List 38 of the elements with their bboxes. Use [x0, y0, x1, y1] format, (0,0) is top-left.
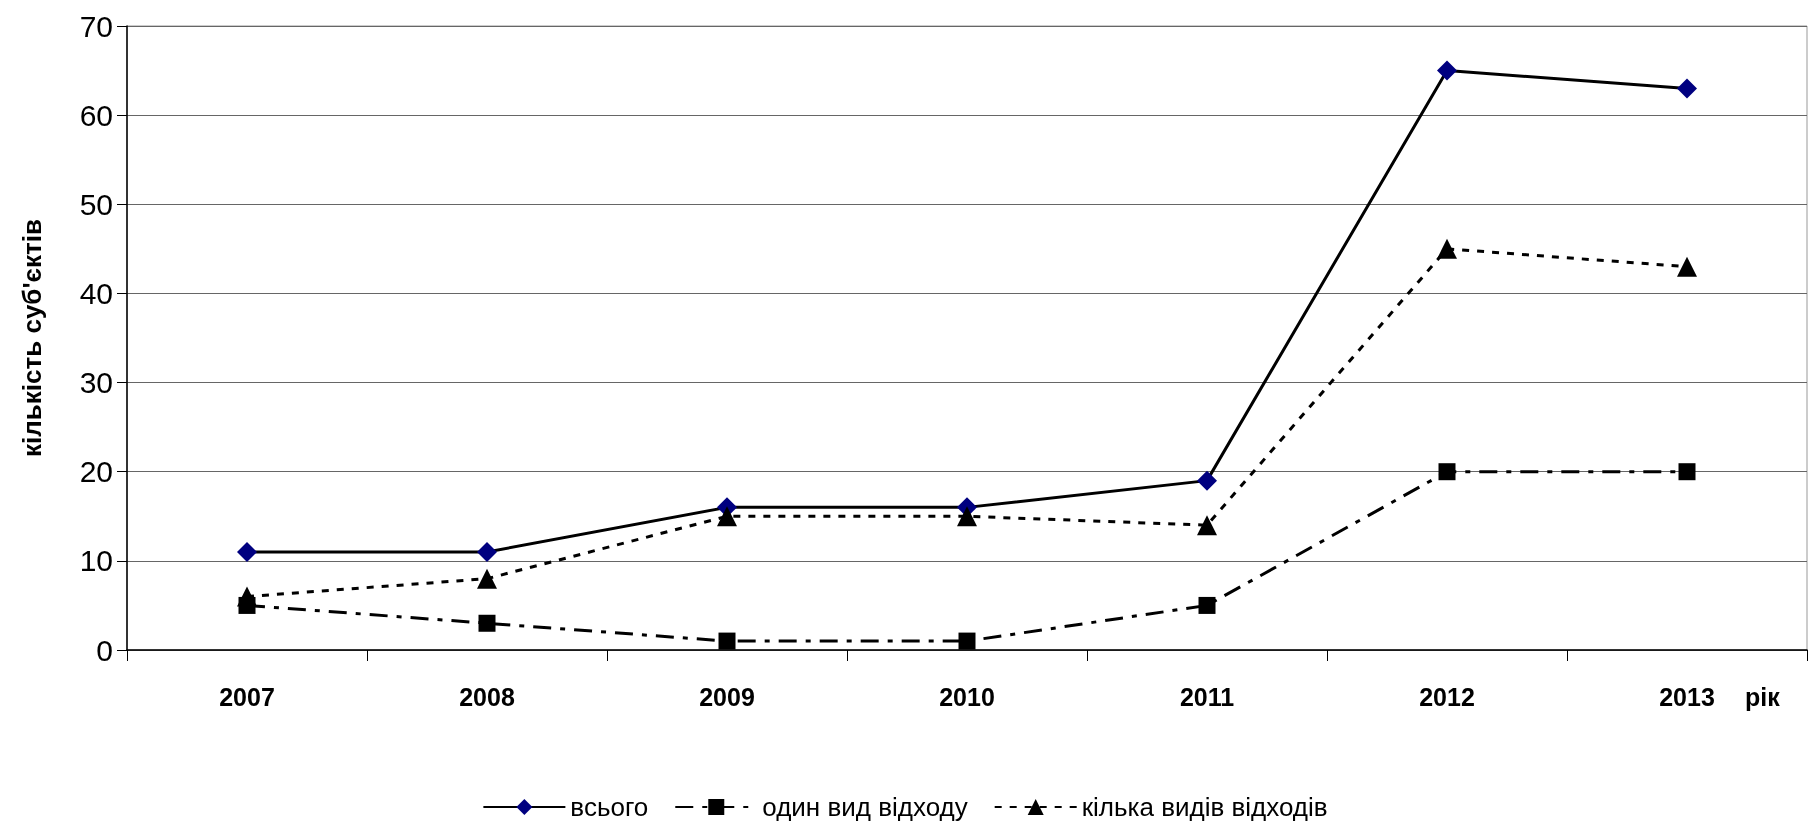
x-tick-label: 2013: [1659, 682, 1715, 711]
point: [1678, 463, 1696, 481]
point: [477, 568, 497, 589]
x-tick-label: 2009: [699, 682, 755, 711]
point: [1438, 463, 1456, 481]
x-tick-label: 2007: [219, 682, 275, 711]
y-tick-label: 40: [79, 276, 113, 310]
y-tick-label: 0: [96, 633, 113, 667]
point: [237, 541, 257, 562]
point: [477, 541, 497, 562]
legend-label: один вид відходу: [762, 792, 968, 822]
y-tick-label: 60: [79, 98, 113, 132]
y-tick-label: 10: [79, 544, 113, 578]
point: [237, 586, 257, 607]
x-tick-label: 2012: [1419, 682, 1475, 711]
point: [958, 632, 976, 650]
point: [1677, 256, 1697, 277]
x-axis-title: рік: [1745, 682, 1781, 711]
point: [478, 614, 496, 632]
point: [1197, 515, 1217, 536]
point: [1677, 78, 1697, 99]
x-tick-label: 2010: [939, 682, 995, 711]
point: [717, 506, 737, 527]
point: [957, 506, 977, 527]
x-tick-label: 2011: [1179, 682, 1235, 711]
y-tick-label: 20: [79, 455, 113, 489]
point: [1437, 60, 1457, 81]
y-tick-label: 70: [79, 9, 113, 43]
y-tick-label: 30: [79, 366, 113, 400]
point: [718, 632, 736, 650]
point: [1437, 238, 1457, 259]
y-axis-title: кількість суб'єктів: [17, 219, 47, 457]
y-tick-label: 50: [79, 187, 113, 221]
point: [1198, 596, 1216, 614]
point: [1197, 470, 1217, 491]
legend-label: кілька видів відходів: [1081, 792, 1328, 822]
x-tick-label: 2008: [459, 682, 515, 711]
legend-label: всього: [570, 792, 649, 822]
